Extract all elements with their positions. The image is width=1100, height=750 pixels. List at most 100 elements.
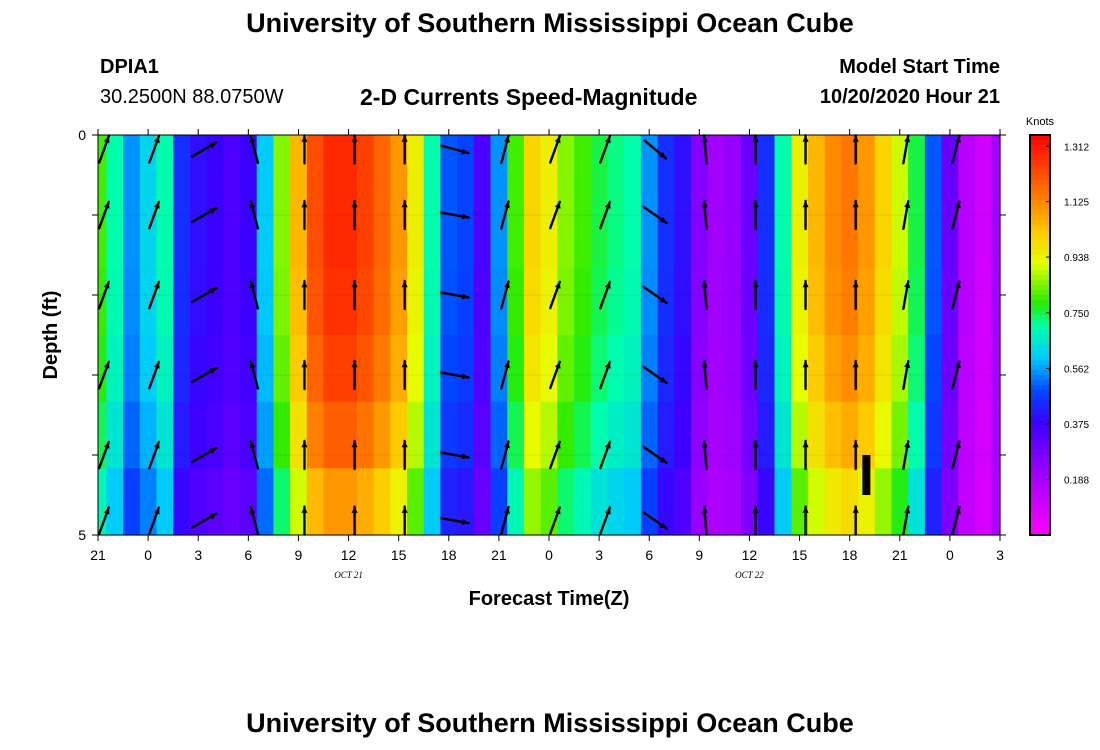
heatmap-cell [741,135,759,203]
heatmap-cell [991,201,1001,269]
current-vector [802,505,809,536]
colorbar-swatch [1030,360,1050,366]
current-vector [98,506,110,535]
x-tick-label: 9 [295,547,303,563]
colorbar-swatch [1030,330,1050,336]
heatmap-cell [273,201,291,269]
heatmap-cell [724,468,742,536]
heatmap-cell [440,335,458,403]
current-vector [549,280,561,310]
current-vector [642,205,668,225]
heatmap-cell [156,335,174,403]
heatmap-cell [674,268,692,336]
heatmap-cell [657,468,675,536]
heatmap-cell [557,135,575,203]
current-vector [301,134,308,165]
heatmap-cell [724,201,742,269]
heatmap-cell [290,401,308,469]
current-vector [951,200,961,230]
heatmap-cell [590,335,609,403]
colorbar-swatch [1030,275,1050,281]
heatmap-cell [540,401,558,469]
heatmap-cell [624,268,642,336]
heatmap-cell [523,335,542,403]
heatmap-cell [457,201,475,269]
colorbar-swatch [1030,460,1050,466]
heatmap-cell [657,335,675,403]
current-vector [752,505,759,536]
current-vector [401,359,408,391]
heatmap-cell [173,201,191,269]
heatmap-cell [423,401,442,469]
heatmap-cell [724,268,742,336]
heatmap-cell [991,335,1001,403]
heatmap-cell [741,468,759,536]
colorbar-swatch [1030,490,1050,496]
heatmap-cell [991,468,1001,536]
current-vector [642,445,668,465]
colorbar-swatch [1030,455,1050,461]
heatmap-cell [841,468,859,536]
current-vector [351,134,358,165]
heatmap-cell [707,135,725,203]
current-vector [951,280,961,310]
heatmap-cell [256,401,274,469]
current-vector [549,506,561,535]
heatmap-cell [173,335,191,403]
current-vector [902,280,911,310]
current-vector [351,359,358,391]
heatmap-cell [841,401,859,469]
colorbar-swatch [1030,175,1050,181]
heatmap-cell [507,268,525,336]
heatmap-cell [640,335,659,403]
heatmap-cell [924,268,943,336]
heatmap-cell [273,268,291,336]
heatmap-cell [958,268,976,336]
colorbar-swatch [1030,225,1050,231]
current-vector [148,135,161,164]
current-vector [190,286,218,304]
current-vector [98,135,110,164]
heatmap-cell [156,401,174,469]
current-vector [98,280,110,310]
heatmap-cell [540,335,558,403]
heatmap-cell [807,268,826,336]
x-tick-label: 21 [491,547,507,563]
heatmap-cell [323,401,341,469]
colorbar-swatch [1030,235,1050,241]
current-vector [401,279,408,311]
heatmap-cell [306,401,325,469]
heatmap-cells [98,135,1001,536]
heatmap-cell [657,135,675,203]
colorbar-title: Knots [1026,116,1055,128]
current-vector [802,279,809,311]
forecast-marker [862,455,871,495]
current-vector [701,359,708,391]
colorbar-swatch [1030,500,1050,506]
heatmap-cell [757,135,776,203]
current-vector [852,439,859,471]
colorbar-tick-label: 1.125 [1064,198,1089,209]
colorbar-swatch [1030,240,1050,246]
colorbar-swatch [1030,430,1050,436]
x-tick-label: 0 [545,547,553,563]
current-vector [351,439,358,471]
heatmap-cell [624,401,642,469]
heatmap-cell [440,468,458,536]
heatmap-cell [123,201,141,269]
heatmap-cell [807,468,826,536]
heatmap-cell [156,468,174,536]
heatmap-cell [924,135,943,203]
heatmap-cell [640,401,659,469]
heatmap-cell [490,335,508,403]
current-vector [98,360,110,390]
current-vector [642,365,668,385]
colorbar-swatch [1030,375,1050,381]
heatmap-cell [356,135,375,203]
heatmap-cell [908,335,926,403]
heatmap-cell [757,268,776,336]
heatmap-cell [473,268,492,336]
x-axis-title: Forecast Time(Z) [469,588,630,610]
heatmap-cell [941,401,959,469]
heatmap-cell [340,135,358,203]
